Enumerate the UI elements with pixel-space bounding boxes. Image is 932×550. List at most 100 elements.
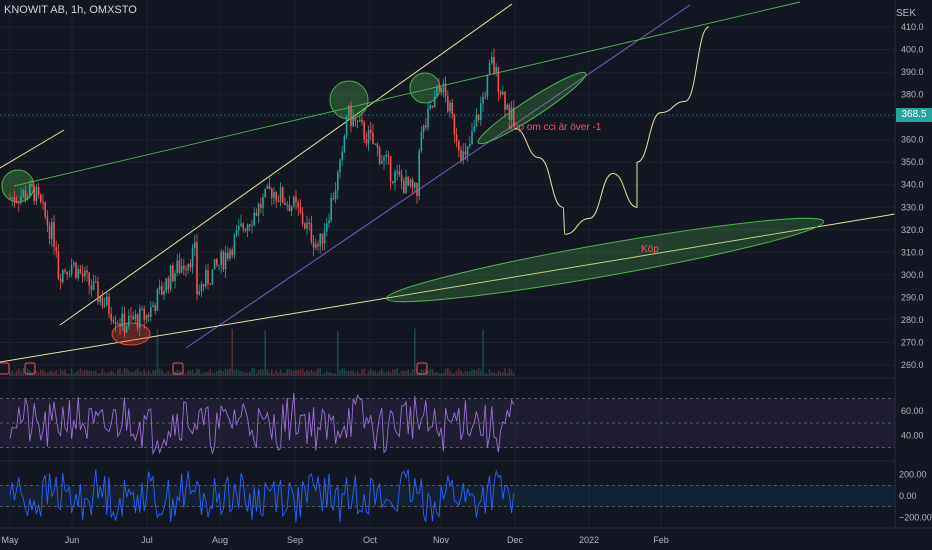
currency-label: SEK xyxy=(896,8,917,19)
candle-body xyxy=(11,197,13,199)
volume-bar xyxy=(59,368,62,376)
rsi-tick-label: 60.00 xyxy=(901,406,924,416)
candle-body xyxy=(31,184,33,187)
candle-body xyxy=(350,105,352,127)
candle-body xyxy=(79,268,82,274)
candle-body xyxy=(440,88,442,93)
candle-body xyxy=(224,252,227,270)
candle-body xyxy=(233,234,236,256)
volume-bar xyxy=(480,370,482,376)
candle-body xyxy=(229,250,231,259)
volume-bar xyxy=(207,371,209,376)
upper-channel-line xyxy=(59,3,513,326)
volume-bar xyxy=(444,369,447,376)
candle-body xyxy=(455,134,458,142)
price-tick-label: 410.0 xyxy=(901,22,924,32)
candle-body xyxy=(95,281,97,283)
candle-body xyxy=(86,270,88,273)
volume-bar xyxy=(81,371,84,376)
volume-bar xyxy=(436,371,438,376)
volume-bar xyxy=(455,371,458,376)
candle-body xyxy=(493,57,495,74)
candle-body xyxy=(44,202,46,217)
candle-body xyxy=(343,136,346,153)
volume-bar xyxy=(389,372,392,376)
volume-bar xyxy=(433,372,436,376)
candle-body xyxy=(389,156,392,182)
time-tick-label: 2022 xyxy=(579,535,599,545)
volume-bar xyxy=(279,369,282,376)
cci-tick-label: −200.00 xyxy=(899,512,932,522)
candle-body xyxy=(451,102,453,115)
volume-bar xyxy=(198,369,200,376)
volume-bar xyxy=(367,370,370,376)
volume-bar xyxy=(134,370,137,376)
volume-bar xyxy=(488,369,491,376)
volume-bar xyxy=(251,368,253,376)
candle-body xyxy=(154,305,156,311)
candle-body xyxy=(110,313,112,321)
volume-bar xyxy=(57,373,60,376)
volume-bar xyxy=(37,372,40,376)
volume-bar xyxy=(220,370,222,376)
candle-body xyxy=(264,188,266,198)
candle-body xyxy=(240,223,242,227)
candle-body xyxy=(400,174,403,182)
volume-bar xyxy=(185,373,187,376)
volume-bar xyxy=(114,373,117,376)
candle-body xyxy=(372,132,374,144)
candle-body xyxy=(495,67,497,74)
volume-bar xyxy=(466,371,469,376)
candle-body xyxy=(24,190,27,200)
candle-body xyxy=(114,322,117,325)
candle-body xyxy=(62,269,64,282)
volume-bar xyxy=(370,369,372,376)
candle-body xyxy=(361,119,363,123)
volume-bar xyxy=(304,372,306,376)
volume-bar xyxy=(486,373,489,376)
candle-body xyxy=(66,271,68,275)
candle-body xyxy=(466,146,469,155)
rsi-tick-label: 40.00 xyxy=(901,430,924,440)
volume-bar xyxy=(398,373,401,376)
candle-body xyxy=(444,83,447,97)
volume-bar xyxy=(101,368,104,376)
candle-body xyxy=(323,231,326,244)
volume-bar xyxy=(381,368,383,376)
green-trendline xyxy=(13,1,801,187)
volume-bar xyxy=(165,373,167,376)
volume-bar xyxy=(99,372,101,376)
volume-bar xyxy=(411,369,414,376)
cci-tick-label: 0.00 xyxy=(899,491,917,501)
candle-body xyxy=(422,125,425,132)
candle-body xyxy=(502,91,504,95)
annotation-kop-cci: köp om cci är över -1 xyxy=(508,122,602,133)
green-zone-large xyxy=(385,217,825,303)
volume-bar xyxy=(24,373,27,376)
candle-body xyxy=(321,233,324,244)
volume-bar xyxy=(196,368,198,376)
volume-bar xyxy=(103,371,106,376)
candle-body xyxy=(431,105,434,108)
candle-body xyxy=(174,273,176,282)
candle-body xyxy=(308,222,310,224)
candle-body xyxy=(99,297,101,302)
volume-bar xyxy=(422,369,425,376)
volume-bar xyxy=(222,370,225,376)
candle-body xyxy=(334,190,337,200)
candle-body xyxy=(251,225,253,227)
candle-body xyxy=(106,296,108,306)
volume-bar xyxy=(429,368,431,376)
volume-bar xyxy=(18,368,20,376)
volume-bar xyxy=(442,372,445,376)
candle-body xyxy=(220,251,222,265)
candle-body xyxy=(449,102,451,112)
candle-body xyxy=(134,314,137,320)
candle-body xyxy=(290,206,293,212)
volume-bar xyxy=(396,368,398,376)
candle-body xyxy=(433,96,436,108)
volume-bar xyxy=(372,371,374,376)
candle-body xyxy=(367,129,370,144)
volume-bar xyxy=(345,370,348,376)
